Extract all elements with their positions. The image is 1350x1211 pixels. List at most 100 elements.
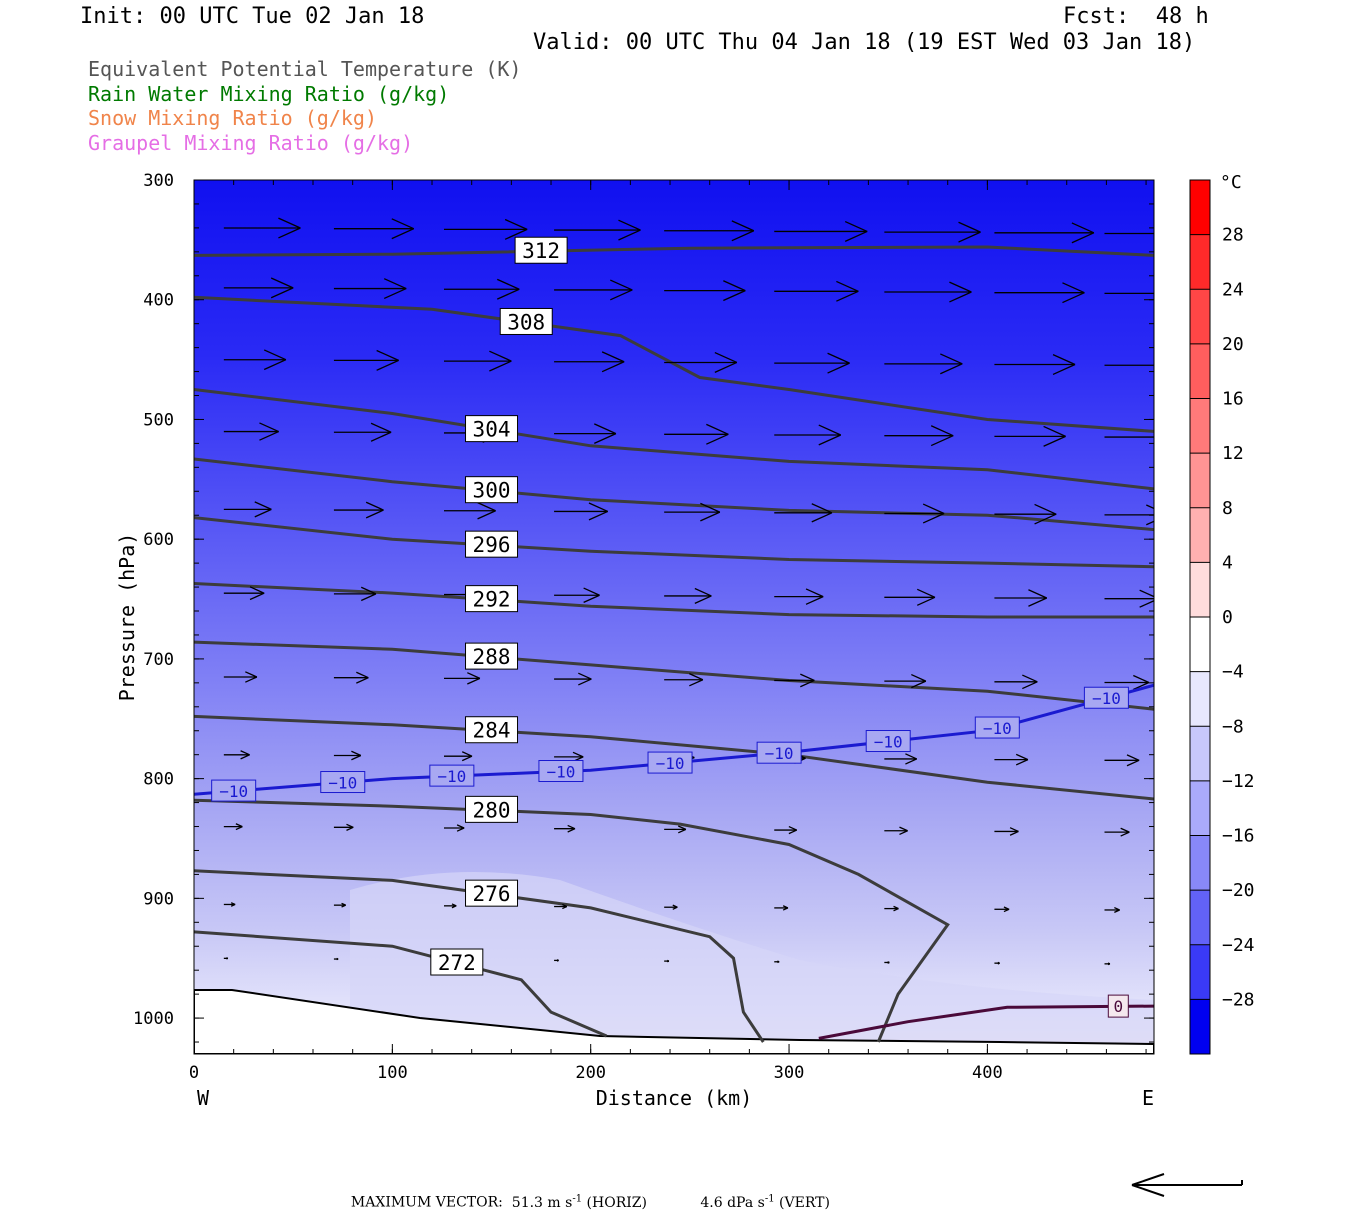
wind-vector [994,222,1095,244]
colorbar-tick-label: 20 [1222,334,1244,355]
wind-vector [444,672,481,685]
wind-vector [333,671,369,684]
wind-vector [1104,827,1130,837]
wind-vector [333,957,339,961]
x-tick-label: 0 [189,1063,199,1083]
wind-vector [554,672,592,686]
colorbar-unit: °C [1220,172,1242,193]
wind-vector [664,673,704,687]
svg-text:280: 280 [473,798,511,822]
theta-e-contour-300 [194,457,1154,532]
wind-vector [223,422,279,441]
wind-vector [774,905,789,911]
wind-vector [884,353,963,375]
y-axis-label: Pressure (hPa) [115,533,139,702]
isotherm-zero [818,1004,1154,1040]
svg-text:−10: −10 [765,744,794,763]
wind-vector [664,220,755,242]
wind-vector [223,671,258,683]
wind-vector [444,751,473,762]
colorbar-bin [1190,180,1210,236]
svg-text:−10: −10 [437,767,466,786]
svg-text:312: 312 [522,239,560,263]
x-tick-label: 100 [377,1063,408,1083]
wind-vector [554,423,617,444]
colorbar-tick-label: 16 [1222,389,1244,410]
svg-text:−10: −10 [328,774,357,793]
plot-frame [193,179,1155,1055]
y-tick-label: 600 [143,530,174,550]
colorbar-tick-label: −12 [1222,771,1255,792]
theta-e-contour-272 [194,930,608,1038]
wind-vector [333,218,415,240]
theta-e-contour-308 [194,295,1154,433]
svg-text:304: 304 [473,418,511,442]
isotherm-label: −10 [647,751,693,774]
colorbar-bin [1190,999,1210,1055]
wind-vector [774,352,850,374]
theta-e-label-272: 272 [430,948,484,976]
svg-text:292: 292 [473,588,511,612]
svg-text:−10: −10 [874,733,903,752]
svg-text:−10: −10 [656,754,685,773]
wind-vector [664,423,729,445]
svg-text:−10: −10 [1092,689,1121,708]
wind-vector [994,827,1019,836]
legend-graupel: Graupel Mixing Ratio (g/kg) [88,131,414,155]
wind-vector [884,905,899,912]
y-tick-label: 300 [143,171,174,191]
wind-vector [774,424,842,446]
isotherm-zero-label: 0 [1107,994,1129,1018]
wind-vector [554,219,641,241]
wind-vector [1104,754,1140,767]
wind-vector [333,349,399,371]
theta-e-label-280: 280 [465,795,519,823]
colorbar-bin [1190,890,1210,946]
wind-vector [774,280,859,302]
colorbar-bin [1190,835,1210,891]
svg-text:276: 276 [473,882,511,906]
wind-vector [444,903,457,909]
legend-rain: Rain Water Mixing Ratio (g/kg) [88,82,450,106]
wind-vector [333,902,346,908]
svg-text:284: 284 [473,719,511,743]
wind-vector [884,503,945,524]
theta-e-label-312: 312 [514,236,568,264]
wind-vector [994,354,1076,376]
isotherm-label: −10 [865,730,911,753]
wind-vector [774,503,833,523]
colorbar-bin [1190,671,1210,727]
wind-vector [223,957,229,960]
wind-vector [664,351,738,373]
wind-vector [664,904,678,910]
wind-vector [664,587,712,604]
wind-vector [884,221,981,243]
wind-vector [1104,364,1154,366]
wind-vector [1104,436,1154,438]
theta-e-contour-304 [194,388,1154,491]
wind-vector [774,825,798,835]
x-tick-label: 400 [972,1063,1003,1083]
wind-vector [223,277,294,299]
wind-vector [884,588,936,606]
wind-vector [444,350,512,372]
colorbar-bin [1190,617,1210,673]
init-time: Init: 00 UTC Tue 02 Jan 18 [80,4,425,29]
wind-vector [994,961,1000,965]
wind-vector [333,501,384,519]
max-vector-arrow-icon [1131,1173,1243,1197]
wind-vector [444,502,496,520]
colorbar-tick-label: 4 [1222,552,1233,573]
terrain [194,989,1154,1054]
theta-e-label-276: 276 [465,879,519,907]
wind-vector [444,824,465,832]
wind-vector [554,903,568,910]
wind-vector [554,502,609,521]
svg-text:−10: −10 [983,719,1012,738]
colorbar-bin [1190,289,1210,345]
wind-vector [1104,292,1154,295]
colorbar-bin [1190,562,1210,618]
wind-vector [1104,504,1154,526]
theta-e-contour-292 [194,582,1154,619]
theta-e-label-308: 308 [499,307,553,335]
